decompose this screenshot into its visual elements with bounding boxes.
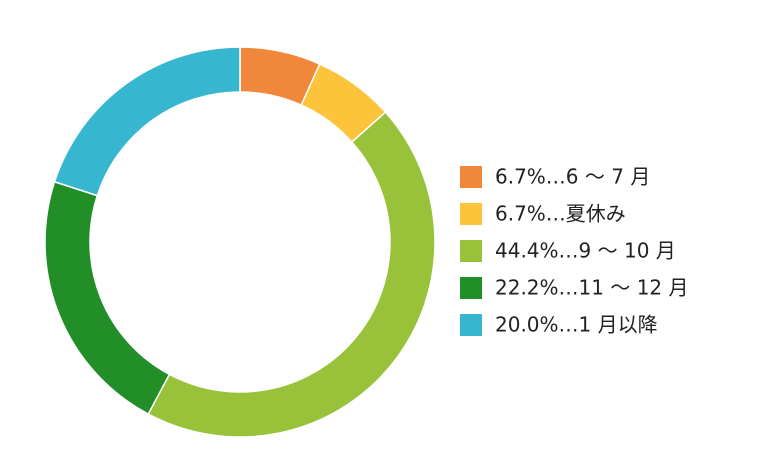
donut-segment — [44, 180, 171, 416]
legend-swatch — [460, 166, 482, 188]
legend-swatch — [460, 240, 482, 262]
legend-label: 20.0%…1 月以降 — [495, 313, 658, 337]
legend-swatch — [460, 314, 482, 336]
legend-swatch — [460, 203, 482, 225]
legend-label: 44.4%…9 ～ 10 月 — [495, 239, 676, 263]
legend-label: 22.2%…11 ～ 12 月 — [495, 276, 689, 300]
donut-segment — [147, 111, 436, 438]
legend-swatch — [460, 277, 482, 299]
donut-segment — [53, 46, 241, 197]
legend-label: 6.7%…6 ～ 7 月 — [495, 165, 650, 189]
legend-label: 6.7%…夏休み — [495, 202, 626, 226]
